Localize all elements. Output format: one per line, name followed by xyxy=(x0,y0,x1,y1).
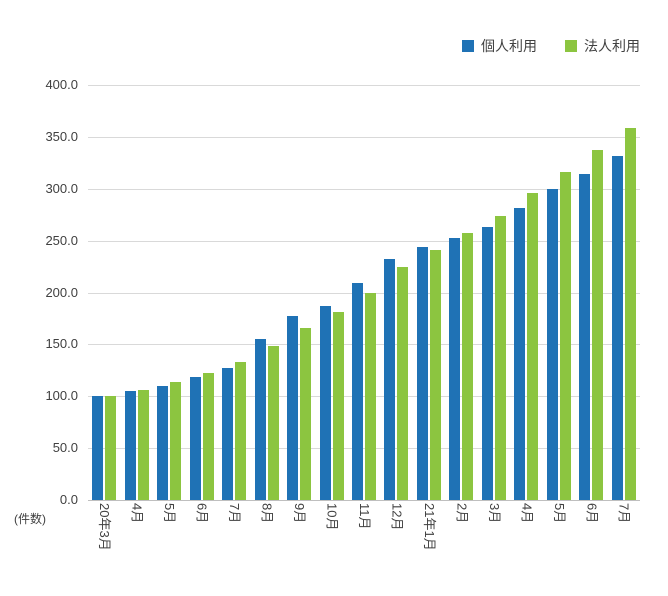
bar-corporate xyxy=(624,127,636,500)
bar-corporate xyxy=(235,362,247,500)
y-axis-unit-label: (件数) xyxy=(14,512,46,526)
bar-personal xyxy=(254,339,266,500)
bar-personal xyxy=(222,368,234,500)
x-axis-category-label: 3月 xyxy=(486,503,502,524)
bar-personal xyxy=(449,237,461,500)
x-axis-category-label: 6月 xyxy=(194,503,210,524)
bar-personal xyxy=(579,174,591,500)
bar-personal xyxy=(514,208,526,500)
bar-group xyxy=(218,85,250,500)
bar-corporate xyxy=(300,327,312,500)
y-axis-tick-label: 300.0 xyxy=(45,180,78,196)
bar-personal xyxy=(481,227,493,500)
bar-group xyxy=(315,85,347,500)
x-axis-category-label: 4月 xyxy=(129,503,145,524)
bar-group xyxy=(185,85,217,500)
gridline xyxy=(88,136,640,138)
bar-corporate xyxy=(332,312,344,500)
bar-group xyxy=(120,85,152,500)
bar-group xyxy=(250,85,282,500)
x-axis-category-label: 9月 xyxy=(292,503,308,524)
bar-group xyxy=(543,85,575,500)
x-axis-category-label: 12月 xyxy=(389,503,405,531)
bar-group xyxy=(348,85,380,500)
gridline xyxy=(88,344,640,346)
bar-corporate xyxy=(202,373,214,500)
bar-group xyxy=(283,85,315,500)
bar-corporate xyxy=(397,266,409,500)
bar-corporate xyxy=(429,249,441,500)
plot-area xyxy=(88,85,640,501)
x-axis-category-label: 20年3月 xyxy=(97,503,113,551)
y-axis-tick-label: 250.0 xyxy=(45,232,78,248)
y-axis-tick-label: 150.0 xyxy=(45,336,78,352)
bar-personal xyxy=(546,188,558,500)
bar-group xyxy=(445,85,477,500)
gridline xyxy=(88,85,640,86)
x-axis-category-label: 5月 xyxy=(162,503,178,524)
bar-group xyxy=(380,85,412,500)
bar-corporate xyxy=(592,150,604,500)
bar-personal xyxy=(384,259,396,500)
x-axis-category-label: 6月 xyxy=(584,503,600,524)
legend-label-personal-usage: 個人利用 xyxy=(481,38,537,54)
bar-corporate xyxy=(137,390,149,500)
x-axis: 20年3月 4月 5月 6月 7月 8月 9月 10月 11月 12月 21年1月 2月 3月 4月 5月 6… xyxy=(88,503,640,551)
bar-corporate xyxy=(105,396,117,500)
bar-personal xyxy=(157,385,169,500)
gridline xyxy=(88,396,640,398)
x-axis-category-label: 10月 xyxy=(324,503,340,531)
y-axis: 0.0 50.0 100.0 150.0 200.0 250.0 300.0 350.0 400… xyxy=(0,77,78,507)
bar-group xyxy=(478,85,510,500)
y-axis-tick-label: 50.0 xyxy=(52,440,78,456)
gridline xyxy=(88,292,640,294)
x-axis-category-label: 7月 xyxy=(227,503,243,524)
legend-item-corporate-usage: 法人利用 xyxy=(565,36,640,56)
y-axis-tick-label: 350.0 xyxy=(45,128,78,144)
gridline xyxy=(88,240,640,242)
legend-swatch-personal-icon xyxy=(462,40,474,52)
bar-group xyxy=(510,85,542,500)
bar-corporate xyxy=(559,172,571,500)
bars-container xyxy=(88,85,640,500)
bar-group xyxy=(413,85,445,500)
x-axis-category-label: 2月 xyxy=(454,503,470,524)
y-axis-tick-label: 0.0 xyxy=(59,492,78,507)
legend-swatch-corporate-icon xyxy=(565,40,577,52)
bar-corporate xyxy=(527,192,539,500)
x-axis-category-label: 8月 xyxy=(259,503,275,524)
x-axis-category-label: 11月 xyxy=(356,503,372,530)
bar-group xyxy=(88,85,120,500)
legend-label-corporate-usage: 法人利用 xyxy=(584,38,640,54)
y-axis-tick-label: 200.0 xyxy=(45,284,78,300)
bar-personal xyxy=(287,316,299,500)
chart-legend: 個人利用 法人利用 xyxy=(462,36,640,56)
bar-personal xyxy=(351,283,363,500)
x-axis-category-label: 7月 xyxy=(616,503,632,524)
bar-personal xyxy=(416,246,428,500)
bar-personal xyxy=(611,155,623,500)
bar-corporate xyxy=(267,346,279,500)
x-axis-category-label: 21年1月 xyxy=(421,503,437,551)
bar-group xyxy=(153,85,185,500)
gridline xyxy=(88,448,640,450)
bar-personal xyxy=(319,306,331,500)
bar-corporate xyxy=(462,233,474,500)
x-axis-category-label: 4月 xyxy=(519,503,535,524)
bar-corporate xyxy=(364,292,376,500)
bar-personal xyxy=(189,376,201,500)
gridline xyxy=(88,188,640,190)
bar-corporate xyxy=(494,215,506,500)
y-axis-tick-label: 100.0 xyxy=(45,388,78,404)
y-axis-tick-label: 400.0 xyxy=(45,77,78,92)
bar-group xyxy=(575,85,607,500)
bar-personal xyxy=(124,391,136,500)
bar-corporate xyxy=(170,381,182,500)
bar-personal xyxy=(92,396,104,500)
legend-item-personal-usage: 個人利用 xyxy=(462,36,537,56)
bar-group xyxy=(608,85,640,500)
x-axis-category-label: 5月 xyxy=(551,503,567,524)
